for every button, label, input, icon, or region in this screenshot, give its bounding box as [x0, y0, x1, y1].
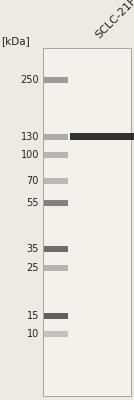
FancyBboxPatch shape: [44, 77, 68, 83]
FancyBboxPatch shape: [44, 152, 68, 158]
Text: [kDa]: [kDa]: [1, 36, 30, 46]
FancyBboxPatch shape: [44, 178, 68, 184]
FancyBboxPatch shape: [70, 133, 134, 140]
Text: 100: 100: [21, 150, 39, 160]
Text: 35: 35: [27, 244, 39, 254]
Text: 10: 10: [27, 329, 39, 339]
FancyBboxPatch shape: [44, 313, 68, 319]
FancyBboxPatch shape: [44, 265, 68, 271]
Text: 70: 70: [27, 176, 39, 186]
FancyBboxPatch shape: [44, 200, 68, 206]
Text: 25: 25: [26, 263, 39, 273]
Text: 130: 130: [21, 132, 39, 142]
Text: 55: 55: [26, 198, 39, 208]
FancyBboxPatch shape: [43, 48, 131, 396]
FancyBboxPatch shape: [44, 134, 68, 140]
FancyBboxPatch shape: [44, 246, 68, 252]
Text: 250: 250: [20, 75, 39, 85]
FancyBboxPatch shape: [44, 331, 68, 337]
Text: 15: 15: [27, 311, 39, 321]
Text: SCLC-21H: SCLC-21H: [94, 0, 134, 40]
